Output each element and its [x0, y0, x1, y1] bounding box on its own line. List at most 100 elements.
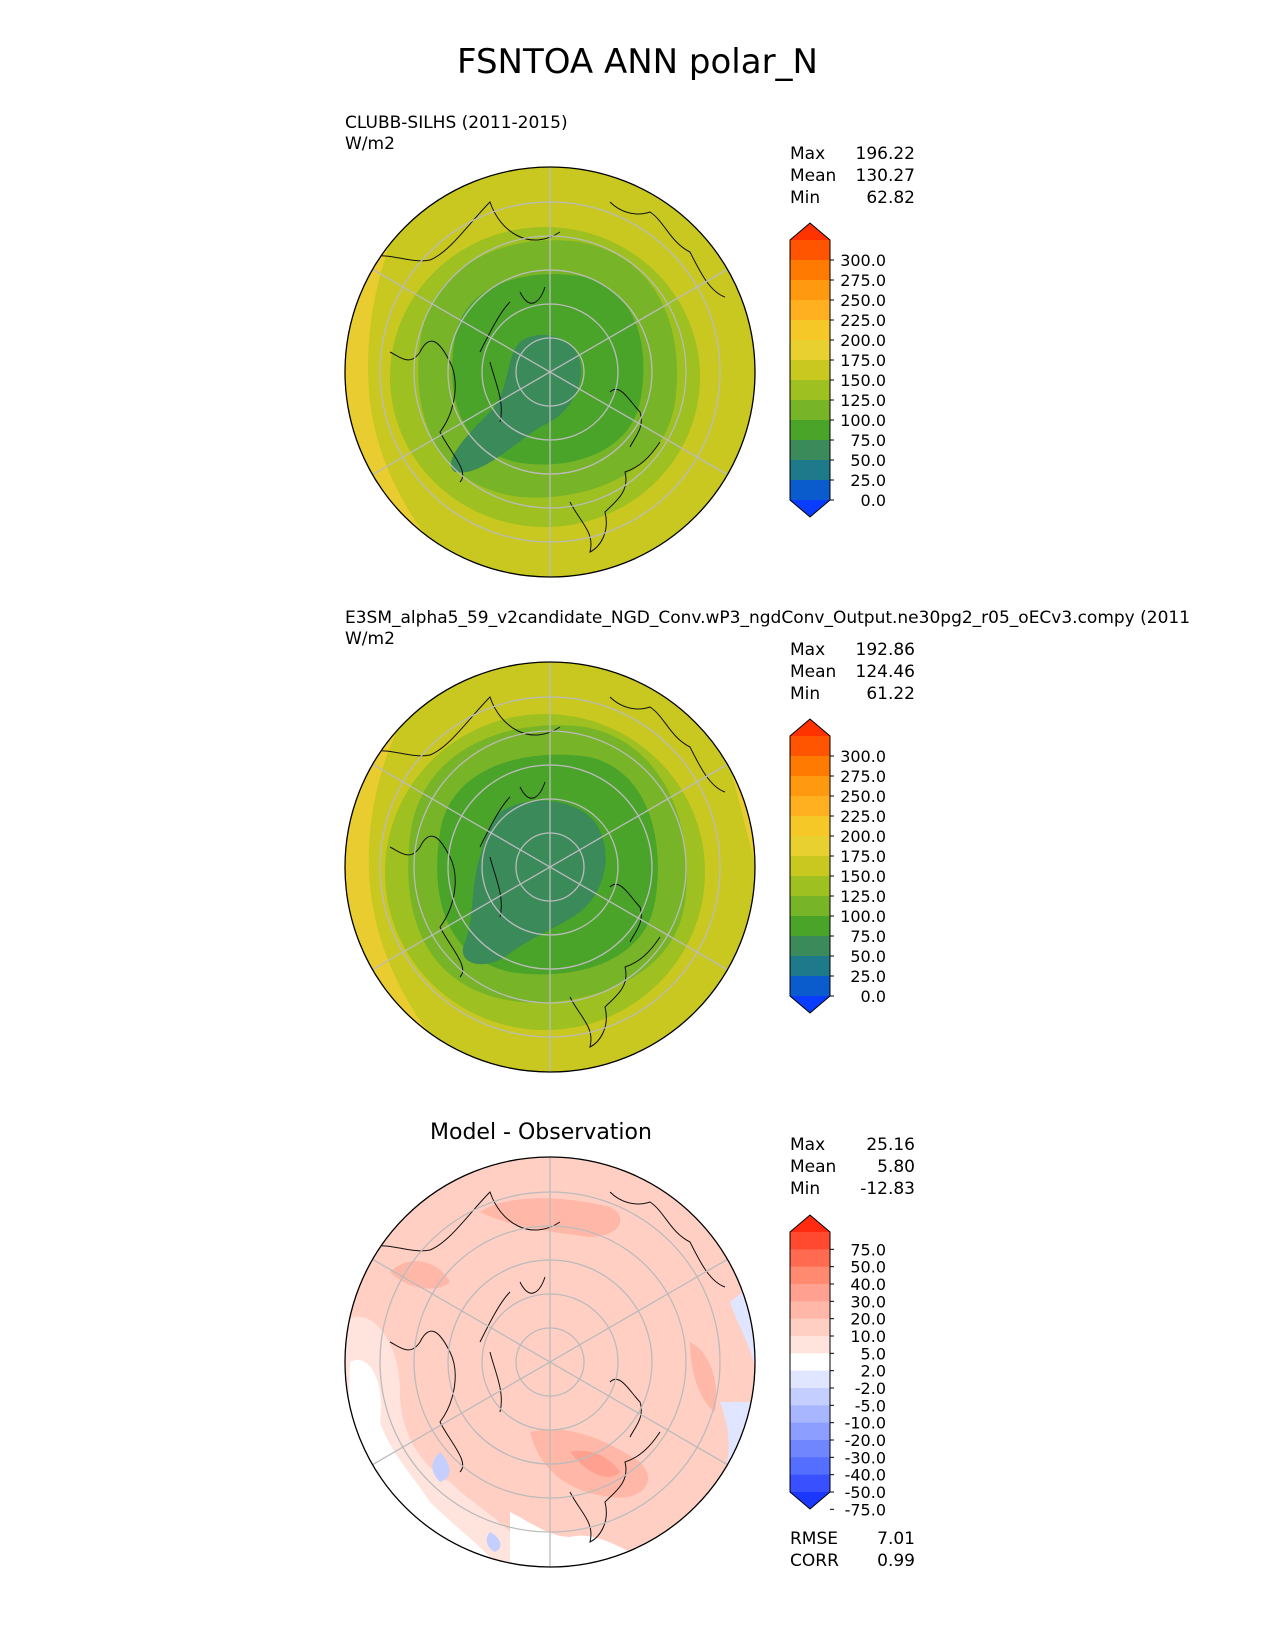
- panel-3-colorbar-tick-label: -75.0: [845, 1500, 886, 1519]
- panel-3-max-value: 25.16: [866, 1135, 915, 1155]
- panel-3-colorbar-tick-label: 5.0: [861, 1344, 886, 1363]
- panel-1-graticule: [371, 167, 729, 577]
- panel-2-colorbar-tick-label: 50.0: [850, 947, 886, 966]
- panel-3-colorbar-tick-label: -20.0: [845, 1431, 886, 1450]
- panel-1-colorbar-tick-label: 125.0: [840, 391, 886, 410]
- panel-3-colorbar-tick-label: 50.0: [850, 1258, 886, 1277]
- panel-2-colorbar-swatch: [790, 776, 830, 797]
- panel-2-colorbar-tick-label: 125.0: [840, 887, 886, 906]
- panel-1-colorbar-swatch: [790, 420, 830, 441]
- panel-1-colorbar-tick-label: 200.0: [840, 331, 886, 350]
- panel-2-colorbar-swatch: [790, 756, 830, 777]
- panel-1-colorbar-swatch: [790, 440, 830, 461]
- panel-2-colorbar-swatch: [790, 936, 830, 957]
- panel-1-colorbar-tick-label: 150.0: [840, 371, 886, 390]
- panel-3-rmse-label: RMSE: [790, 1529, 839, 1549]
- panel-2-colorbar-tick-label: 225.0: [840, 807, 886, 826]
- panel-2-colorbar-swatch: [790, 876, 830, 897]
- panel-2-colorbar-swatch: [790, 719, 830, 736]
- panel-3-colorbar-swatch: [790, 1336, 830, 1354]
- panel-3-colorbar: 75.050.040.030.020.010.05.02.0-2.0-5.0-1…: [789, 1214, 886, 1519]
- panel-2-colorbar-swatch: [790, 916, 830, 937]
- panel-1-colorbar-tick-label: 75.0: [850, 431, 886, 450]
- panel-3-colorbar-swatch: [790, 1474, 830, 1493]
- panel-2-colorbar-swatch: [790, 736, 830, 757]
- panel-3-min-label: Min: [790, 1179, 821, 1199]
- panel-1-colorbar-tick-label: 175.0: [840, 351, 886, 370]
- panel-1-min-value: 62.82: [866, 188, 915, 208]
- panel-2-colorbar-swatch: [790, 796, 830, 817]
- panel-1-colorbar-swatch: [790, 223, 830, 240]
- panel-1-colorbar-tick-label: 225.0: [840, 311, 886, 330]
- panel-3-colorbar-swatch: [790, 1232, 830, 1250]
- panel-3-colorbar-swatch: [790, 1266, 830, 1285]
- panel-2-map-border: [344, 661, 756, 1073]
- panel-3-colorbar-tick-label: 40.0: [850, 1275, 886, 1294]
- panel-3-colorbar-swatch: [790, 1405, 830, 1424]
- panel-2-colorbar: 300.0275.0250.0225.0200.0175.0150.0125.0…: [789, 718, 886, 1014]
- panel-1-colorbar-swatch: [790, 380, 830, 401]
- figure-title: FSNTOA ANN polar_N: [457, 42, 818, 82]
- panel-2-colorbar-tick-label: 175.0: [840, 847, 886, 866]
- panel-3-colorbar-tick-label: 10.0: [850, 1327, 886, 1346]
- panel-3-colorbar-tick-label: 2.0: [861, 1362, 886, 1381]
- panel-1-colorbar-swatch: [790, 340, 830, 361]
- panel-3-map-border: [344, 1156, 756, 1568]
- panel-2-map: [344, 661, 756, 1073]
- panel-3-colorbar-swatch: [790, 1457, 830, 1476]
- panel-3-colorbar-swatch: [790, 1215, 830, 1232]
- panel-2-colorbar-tick-label: 100.0: [840, 907, 886, 926]
- panel-3-colorbar-tick-label: 30.0: [850, 1292, 886, 1311]
- panel-2-colorbar-tick-label: 150.0: [840, 867, 886, 886]
- panel-1-colorbar-swatch: [790, 460, 830, 481]
- panel-3-colorbar-tick-label: 20.0: [850, 1310, 886, 1329]
- panel-1-colorbar-tick-label: 100.0: [840, 411, 886, 430]
- panel-2-colorbar-tick-label: 200.0: [840, 827, 886, 846]
- panel-2-max-value: 192.86: [855, 640, 915, 660]
- panel-3-colorbar-swatch: [790, 1388, 830, 1406]
- panel-2-colorbar-swatch: [790, 836, 830, 857]
- panel-1-colorbar-swatch: [790, 360, 830, 381]
- panel-1-colorbar: 300.0275.0250.0225.0200.0175.0150.0125.0…: [789, 222, 886, 518]
- panel-3-rmse-value: 7.01: [877, 1529, 915, 1549]
- panel-3-coastlines: [369, 1191, 726, 1543]
- panel-2-field-teal: [462, 800, 606, 965]
- panel-3-colorbar-swatch: [790, 1370, 830, 1389]
- panel-3-stats: Max 25.16 Mean 5.80 Min -12.83: [790, 1134, 915, 1200]
- panel-3-field-red-4: [570, 1450, 620, 1477]
- panel-3-field-blue-4: [486, 1532, 501, 1552]
- panel-1-colorbar-tick-label: 300.0: [840, 251, 886, 270]
- panel-2-min-label: Min: [790, 684, 821, 704]
- panel-1-units: W/m2: [345, 134, 395, 154]
- panel-3-colorbar-tick-label: -5.0: [855, 1396, 886, 1415]
- panel-2-max-label: Max: [790, 640, 826, 660]
- panel-2-colorbar-swatch: [790, 816, 830, 837]
- panel-1-colorbar-tick-label: 50.0: [850, 451, 886, 470]
- panel-3-mean-value: 5.80: [877, 1157, 915, 1177]
- panel-1-map-border: [344, 166, 756, 578]
- panel-3-colorbar-swatch: [790, 1318, 830, 1337]
- panel-3-colorbar-tick-label: -40.0: [845, 1466, 886, 1485]
- panel-3-field-white-3: [510, 1512, 630, 1567]
- panel-2-colorbar-tick-label: 275.0: [840, 767, 886, 786]
- panel-3-map: [344, 1156, 756, 1568]
- panel-3-title: Model - Observation: [430, 1120, 652, 1145]
- panel-2-colorbar-swatch: [790, 976, 830, 997]
- panel-1-stats: Max 196.22 Mean 130.27 Min 62.82: [790, 143, 915, 209]
- panel-1-field-yellow-rim: [345, 167, 470, 577]
- panel-1-max-value: 196.22: [855, 144, 915, 164]
- panel-2-mean-value: 124.46: [855, 662, 915, 682]
- panel-1-colorbar-tick-label: 250.0: [840, 291, 886, 310]
- panel-3-colorbar-swatch: [790, 1249, 830, 1268]
- panel-3-colorbar-swatch: [790, 1422, 830, 1441]
- panel-2-units: W/m2: [345, 629, 395, 649]
- panel-1-min-label: Min: [790, 188, 821, 208]
- panel-1-colorbar-tick-label: 0.0: [861, 491, 886, 510]
- panel-3-colorbar-tick-label: -50.0: [845, 1483, 886, 1502]
- panel-2-colorbar-swatch: [790, 996, 830, 1013]
- panel-1-colorbar-swatch: [790, 500, 830, 517]
- panel-3-field-red-2: [390, 1261, 450, 1289]
- panel-3-colorbar-tick-label: -10.0: [845, 1414, 886, 1433]
- panel-3-colorbar-swatch: [790, 1284, 830, 1302]
- panel-1-colorbar-swatch: [790, 240, 830, 261]
